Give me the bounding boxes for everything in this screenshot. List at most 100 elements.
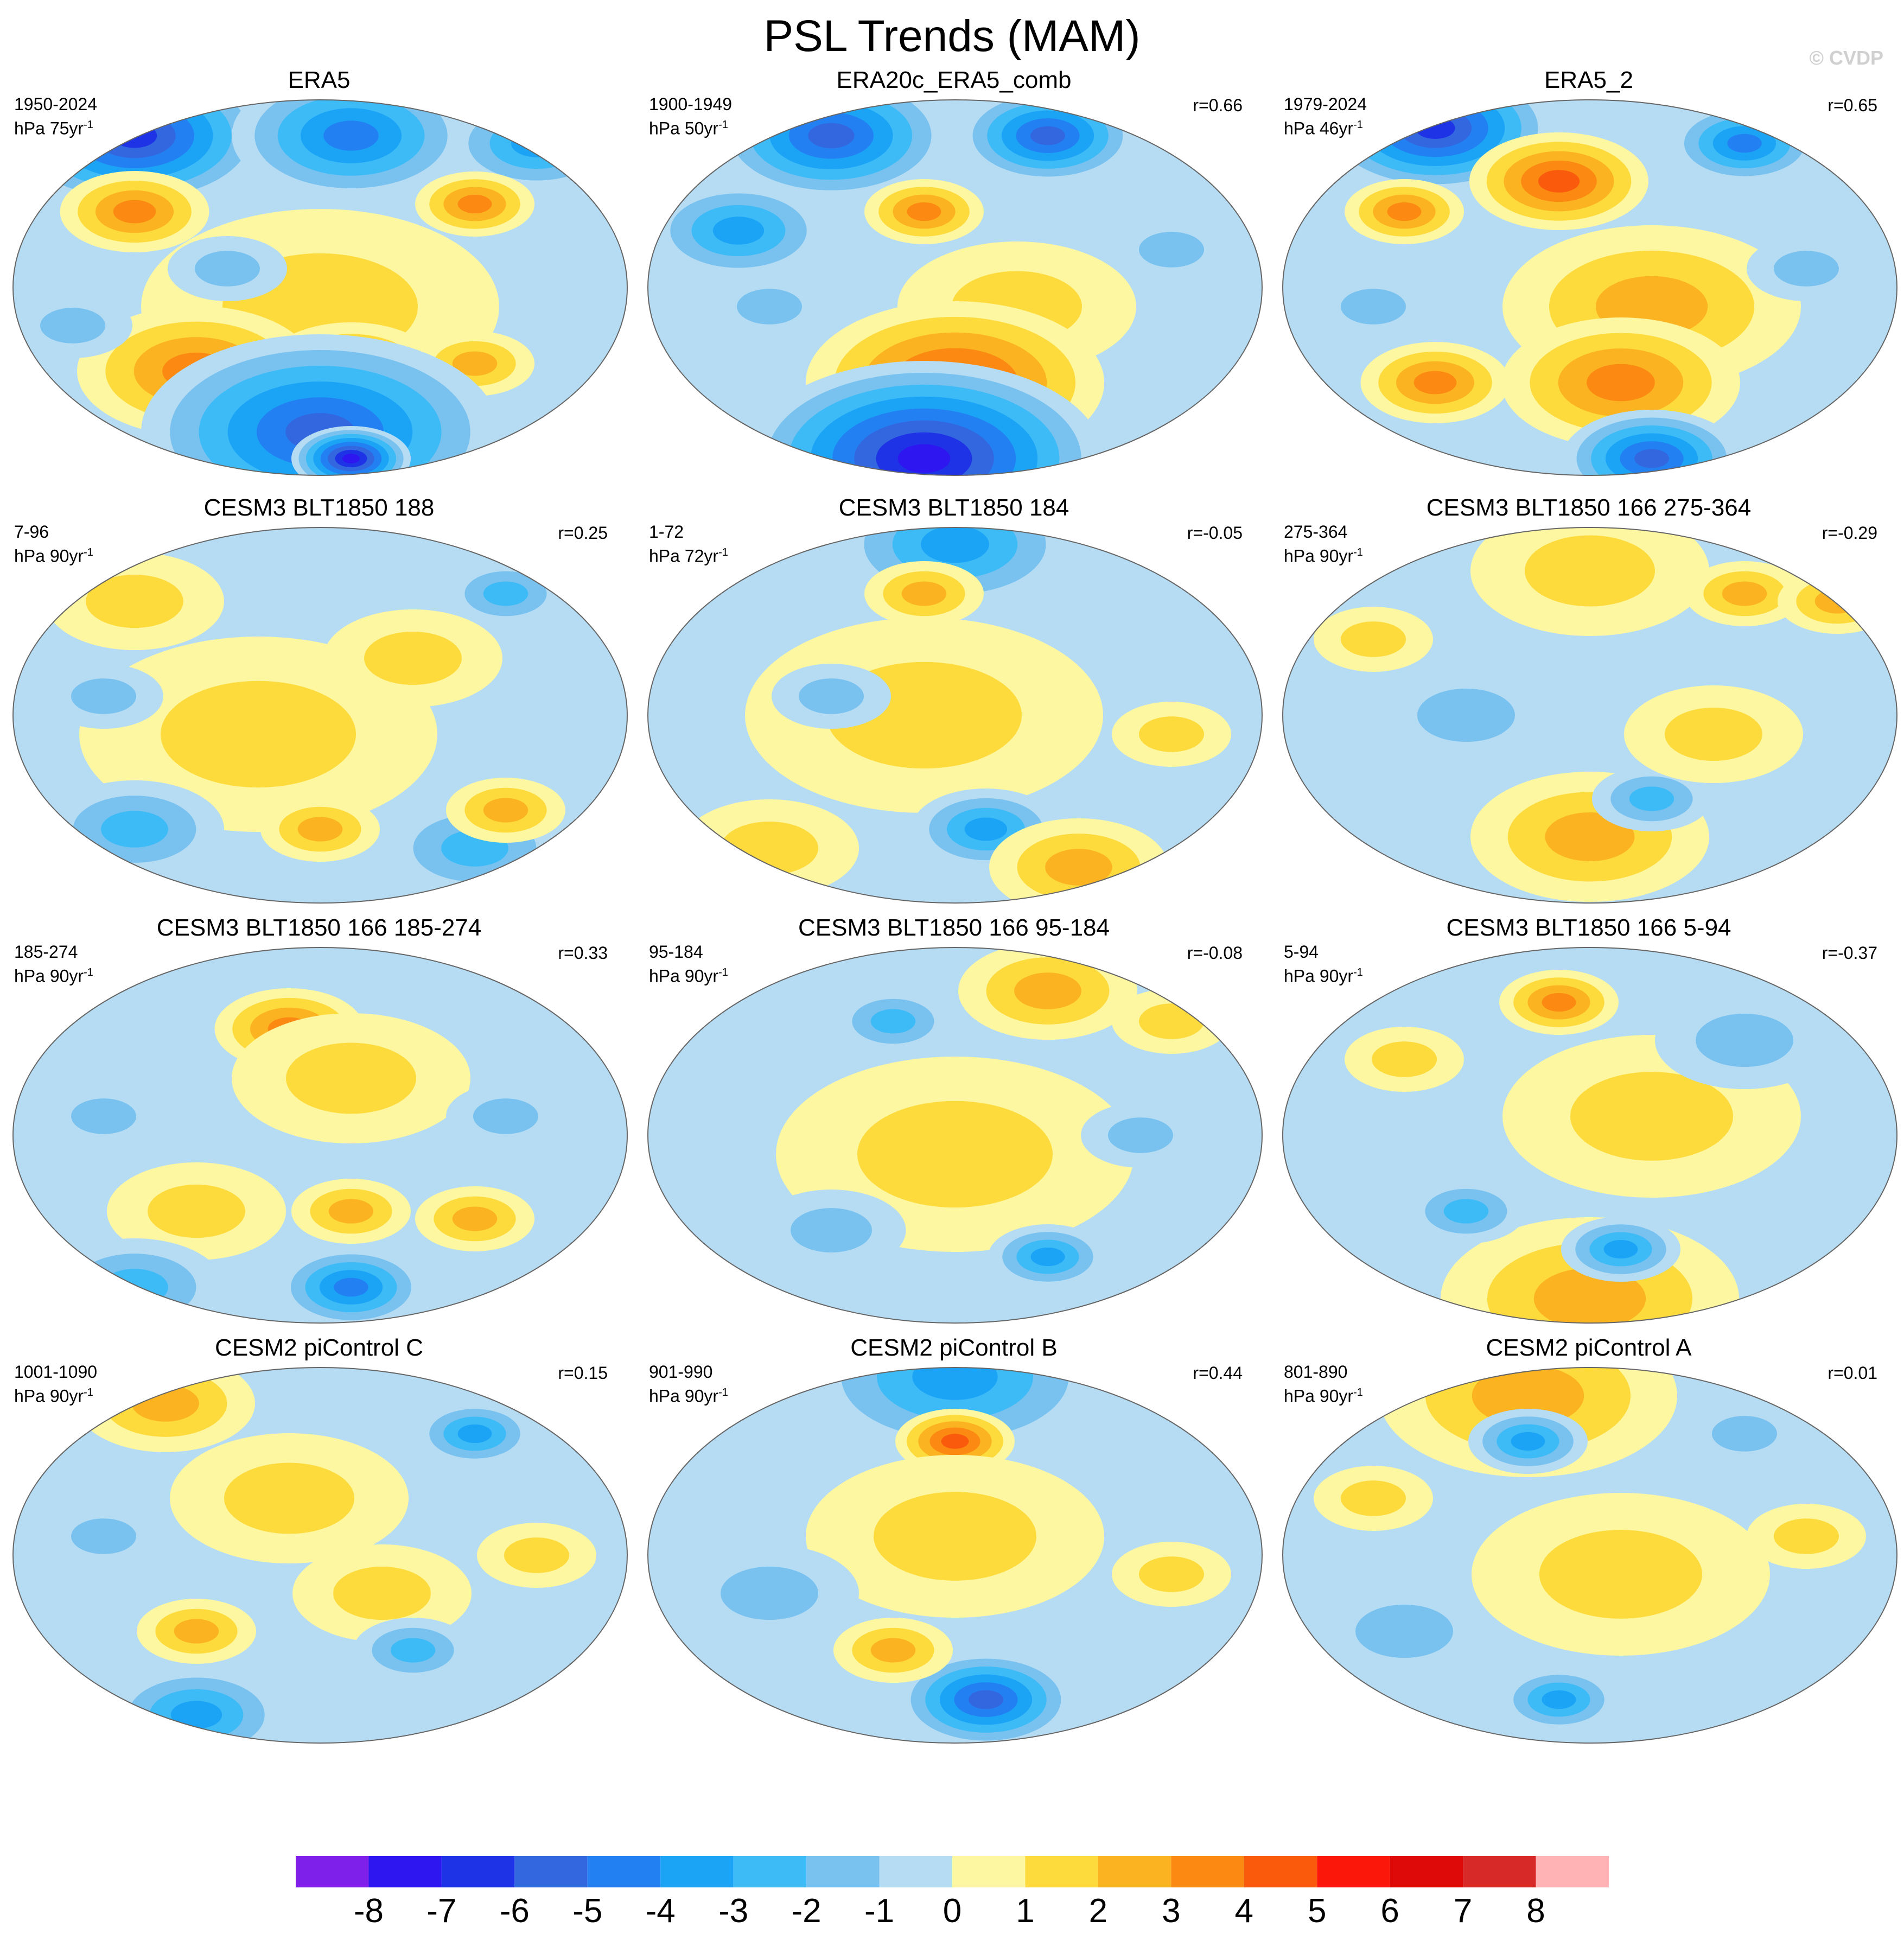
contour-blob [1542, 1690, 1576, 1709]
contour-blob [1108, 1117, 1173, 1153]
contour-blob [897, 444, 951, 473]
contour-blob [457, 1424, 492, 1443]
map-panel: CESM3 BLT1850 188 7-96 hPa 90yr-1 r=0.25 [4, 493, 634, 916]
panel-units: hPa 90yr-1 [1284, 546, 1363, 566]
map-panel: ERA5 1950-2024 hPa 75yr-1 [4, 65, 634, 488]
colorbar-box [1536, 1856, 1609, 1887]
panel-correlation: r=-0.37 [1822, 943, 1877, 963]
contour-blob [808, 123, 855, 149]
panel-title: CESM2 piControl C [215, 1334, 423, 1361]
contour-blob [1603, 1239, 1638, 1259]
colorbar-box [1098, 1856, 1171, 1887]
contour-blob [468, 106, 605, 181]
contour-blob [1417, 688, 1515, 742]
contour-blob [1778, 569, 1897, 634]
trend-map [12, 527, 628, 904]
colorbar-tick-label: 3 [1162, 1892, 1181, 1930]
panel-title: CESM2 piControl A [1486, 1334, 1692, 1361]
contour-blob [1539, 1530, 1702, 1619]
contour-blob [1665, 707, 1762, 761]
contour-blob [452, 351, 498, 376]
contour-blob [941, 1434, 969, 1449]
trend-map [12, 99, 628, 476]
credit-watermark: © CVDP [1809, 47, 1883, 69]
contour-blob [1341, 289, 1406, 325]
contour-blob [174, 1619, 219, 1644]
panel-title: CESM3 BLT1850 188 [203, 494, 435, 521]
contour-blob [1511, 1432, 1545, 1451]
contour-blob [857, 1101, 1053, 1208]
panel-period: 185-274 [14, 942, 78, 962]
contour-blob [334, 1277, 368, 1297]
panel-correlation: r=-0.05 [1187, 523, 1243, 543]
colorbar-tick-label: -3 [718, 1892, 749, 1930]
contour-blob [1634, 449, 1669, 468]
contour-blob [483, 581, 528, 606]
contour-blob [1139, 1003, 1204, 1039]
panel-title: ERA5_2 [1544, 67, 1633, 93]
contour-blob [452, 1206, 498, 1231]
colorbar-tick-label: -4 [645, 1892, 676, 1930]
colorbar-box [1463, 1856, 1536, 1887]
colorbar-box [1171, 1856, 1244, 1887]
map-panel: CESM3 BLT1850 184 1-72 hPa 72yr-1 r=-0.05 [639, 493, 1269, 916]
contour-blob [40, 308, 105, 344]
panel-period: 275-364 [1284, 522, 1348, 542]
panel-correlation: r=0.66 [1193, 96, 1243, 115]
map-panel: ERA5_2 1979-2024 hPa 46yr-1 r=0.65 [1274, 65, 1903, 488]
colorbar-box [1317, 1856, 1390, 1887]
colorbar-box [660, 1856, 734, 1887]
contour-blob [1443, 1199, 1489, 1224]
panel-period: 1-72 [649, 522, 684, 542]
map-panel: CESM3 BLT1850 166 95-184 95-184 hPa 90yr-1… [639, 913, 1269, 1336]
contour-blob [921, 527, 989, 563]
colorbar-box [441, 1856, 515, 1887]
contour-blob [75, 103, 194, 168]
contour-blob [457, 194, 492, 214]
colorbar-tick-label: 1 [1016, 1892, 1035, 1930]
contour-blob [870, 1009, 916, 1034]
contour-blob [1796, 578, 1878, 624]
contour-blob [504, 1537, 569, 1573]
colorbar-box [368, 1856, 442, 1887]
contour-blob [1139, 232, 1204, 268]
map-outline [12, 527, 628, 904]
colorbar-tick-label: -8 [353, 1892, 384, 1930]
contour-blob [333, 1566, 431, 1620]
contour-blob [1030, 1247, 1065, 1267]
contour-blob [1545, 812, 1635, 861]
contour-blob [874, 1492, 1036, 1581]
panel-period: 5-94 [1284, 942, 1319, 962]
map-outline [1282, 1367, 1897, 1744]
contour-blob [112, 123, 157, 148]
panel-correlation: r=-0.29 [1822, 523, 1877, 543]
panel-period: 7-96 [14, 522, 49, 542]
contour-blob [1525, 535, 1655, 607]
colorbar-tick-label: -2 [791, 1892, 822, 1930]
panel-units: hPa 90yr-1 [649, 966, 728, 986]
panel-correlation: r=0.65 [1827, 96, 1877, 115]
panel-correlation: r=0.44 [1193, 1363, 1243, 1383]
map-outline [12, 947, 628, 1324]
contour-blob [328, 1199, 374, 1224]
contour-blob [148, 1184, 245, 1238]
panel-title: CESM3 BLT1850 166 275-364 [1426, 494, 1752, 521]
panel-units: hPa 72yr-1 [649, 546, 728, 566]
trend-map [1282, 527, 1897, 904]
panel-title: CESM3 BLT1850 166 5-94 [1446, 914, 1731, 941]
contour-blob [101, 1269, 168, 1306]
contour-blob [113, 200, 156, 224]
trend-map [647, 947, 1263, 1324]
map-outline [1282, 527, 1897, 904]
panel-title: CESM3 BLT1850 166 95-184 [798, 914, 1110, 941]
colorbar-box [879, 1856, 952, 1887]
panel-units: hPa 90yr-1 [1284, 966, 1363, 986]
map-outline [647, 99, 1263, 476]
contour-blob [964, 817, 1008, 841]
contour-blob [1014, 972, 1081, 1009]
colorbar-box [1244, 1856, 1317, 1887]
panel-period: 1001-1090 [14, 1362, 98, 1382]
panel-units: hPa 50yr-1 [649, 118, 728, 138]
contour-blob [721, 1566, 818, 1620]
map-outline [647, 1367, 1263, 1744]
